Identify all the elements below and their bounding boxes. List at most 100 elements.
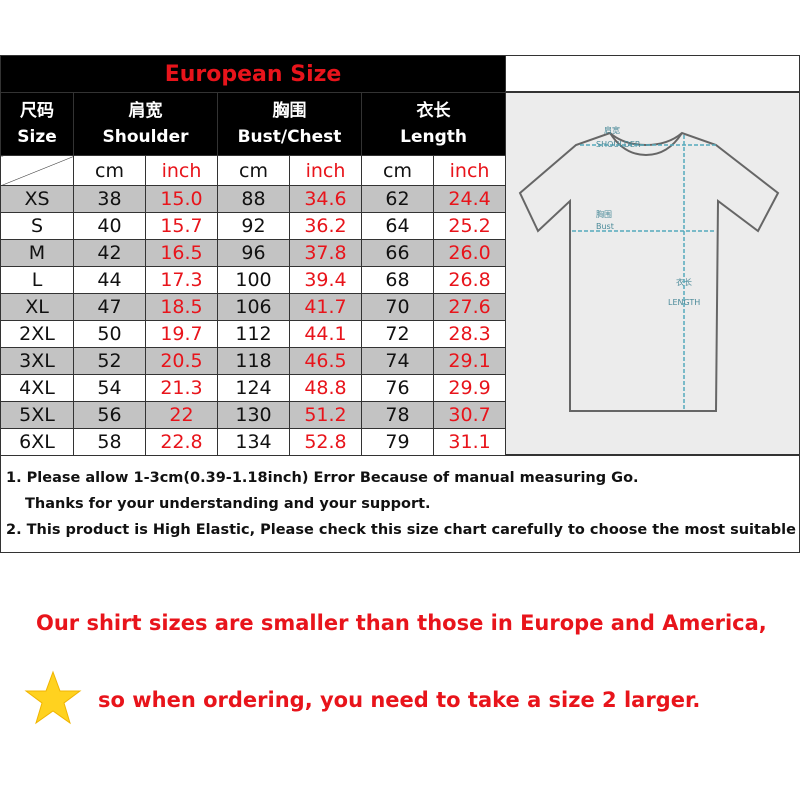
shirt-image: 肩宽 SHOULDER 胸围 Bust 衣长 LENGTH <box>505 92 800 455</box>
size-cell: S <box>0 212 74 240</box>
value-cell: 54 <box>73 374 146 402</box>
title-row: European Size <box>0 55 507 93</box>
value-cell: 41.7 <box>289 293 362 321</box>
value-cell: 30.7 <box>432 401 507 429</box>
star-icon <box>24 670 82 725</box>
unit-cell: cm <box>73 155 146 186</box>
value-cell: 15.7 <box>145 212 218 240</box>
value-cell: 78 <box>361 401 434 429</box>
note: Thanks for your understanding and your s… <box>25 496 431 512</box>
header-en: Size <box>17 127 57 147</box>
value-cell: 36.2 <box>289 212 362 240</box>
value-cell: 76 <box>361 374 434 402</box>
header-zh: 衣长 <box>416 101 451 121</box>
value-cell: 88 <box>217 185 290 213</box>
value-cell: 52 <box>73 347 146 375</box>
value-cell: 20.5 <box>145 347 218 375</box>
bust-zh: 胸围 <box>596 209 612 219</box>
value-cell: 52.8 <box>289 428 362 456</box>
header-zh: 胸围 <box>272 101 307 121</box>
size-cell: 5XL <box>0 401 74 429</box>
data-row: 4XL 54 21.3 124 48.8 76 29.9 <box>0 374 507 402</box>
header-zh: 肩宽 <box>128 101 163 121</box>
value-cell: 50 <box>73 320 146 348</box>
value-cell: 21.3 <box>145 374 218 402</box>
value-cell: 134 <box>217 428 290 456</box>
data-row: XL 47 18.5 106 41.7 70 27.6 <box>0 293 507 321</box>
value-cell: 28.3 <box>432 320 507 348</box>
value-cell: 46.5 <box>289 347 362 375</box>
value-cell: 27.6 <box>432 293 507 321</box>
value-cell: 74 <box>361 347 434 375</box>
value-cell: 62 <box>361 185 434 213</box>
value-cell: 130 <box>217 401 290 429</box>
bust-en: Bust <box>596 222 614 231</box>
value-cell: 47 <box>73 293 146 321</box>
data-row: 2XL 50 19.7 112 44.1 72 28.3 <box>0 320 507 348</box>
data-row: 5XL 56 22 130 51.2 78 30.7 <box>0 401 507 429</box>
value-cell: 56 <box>73 401 146 429</box>
value-cell: 26.8 <box>432 266 507 294</box>
value-cell: 34.6 <box>289 185 362 213</box>
value-cell: 70 <box>361 293 434 321</box>
value-cell: 29.1 <box>432 347 507 375</box>
shoulder-en: SHOULDER <box>596 140 641 149</box>
header-cell: 尺码 Size <box>0 92 74 156</box>
note: 1. Please allow 1-3cm(0.39-1.18inch) Err… <box>6 470 639 486</box>
value-cell: 22 <box>145 401 218 429</box>
notice-line: so when ordering, you need to take a siz… <box>98 688 701 712</box>
size-cell: M <box>0 239 74 267</box>
size-cell: XS <box>0 185 74 213</box>
data-row: S 40 15.7 92 36.2 64 25.2 <box>0 212 507 240</box>
note: 2. This product is High Elastic, Please … <box>6 522 800 538</box>
value-cell: 37.8 <box>289 239 362 267</box>
table-title: European Size <box>0 55 507 93</box>
value-cell: 51.2 <box>289 401 362 429</box>
value-cell: 18.5 <box>145 293 218 321</box>
notice-line: Our shirt sizes are smaller than those i… <box>36 611 767 635</box>
shoulder-zh: 肩宽 <box>604 125 620 135</box>
collar <box>609 132 683 157</box>
value-cell: 17.3 <box>145 266 218 294</box>
unit-row: cm inch cm inch cm inch <box>0 155 507 186</box>
size-cell: L <box>0 266 74 294</box>
size-cell: 4XL <box>0 374 74 402</box>
value-cell: 39.4 <box>289 266 362 294</box>
size-table: European Size 尺码 Size 肩宽 Shoulder 胸围 Bust/Ches… <box>0 55 507 456</box>
value-cell: 31.1 <box>432 428 507 456</box>
size-cell: 6XL <box>0 428 74 456</box>
data-row: XS 38 15.0 88 34.6 62 24.4 <box>0 185 507 213</box>
value-cell: 26.0 <box>432 239 507 267</box>
value-cell: 19.7 <box>145 320 218 348</box>
value-cell: 92 <box>217 212 290 240</box>
size-cell: 3XL <box>0 347 74 375</box>
value-cell: 44.1 <box>289 320 362 348</box>
header-en: Shoulder <box>102 127 189 147</box>
value-cell: 24.4 <box>432 185 507 213</box>
size-cell: XL <box>0 293 74 321</box>
header-en: Length <box>400 127 467 147</box>
corner-cell <box>0 155 74 186</box>
data-row: 3XL 52 20.5 118 46.5 74 29.1 <box>0 347 507 375</box>
value-cell: 25.2 <box>432 212 507 240</box>
star <box>24 670 82 725</box>
value-cell: 16.5 <box>145 239 218 267</box>
value-cell: 38 <box>73 185 146 213</box>
value-cell: 124 <box>217 374 290 402</box>
shirt-outline <box>518 131 780 412</box>
header-cell: 肩宽 Shoulder <box>73 92 218 156</box>
unit-cell: inch <box>289 155 362 186</box>
data-row: L 44 17.3 100 39.4 68 26.8 <box>0 266 507 294</box>
header-cell: 衣长 Length <box>360 92 507 156</box>
value-cell: 58 <box>73 428 146 456</box>
unit-cell: cm <box>361 155 434 186</box>
length-en: LENGTH <box>668 298 700 307</box>
unit-cell: inch <box>145 155 218 186</box>
value-cell: 29.9 <box>432 374 507 402</box>
size-cell: 2XL <box>0 320 74 348</box>
value-cell: 100 <box>217 266 290 294</box>
value-cell: 48.8 <box>289 374 362 402</box>
value-cell: 96 <box>217 239 290 267</box>
notes: 1. Please allow 1-3cm(0.39-1.18inch) Err… <box>0 455 800 553</box>
